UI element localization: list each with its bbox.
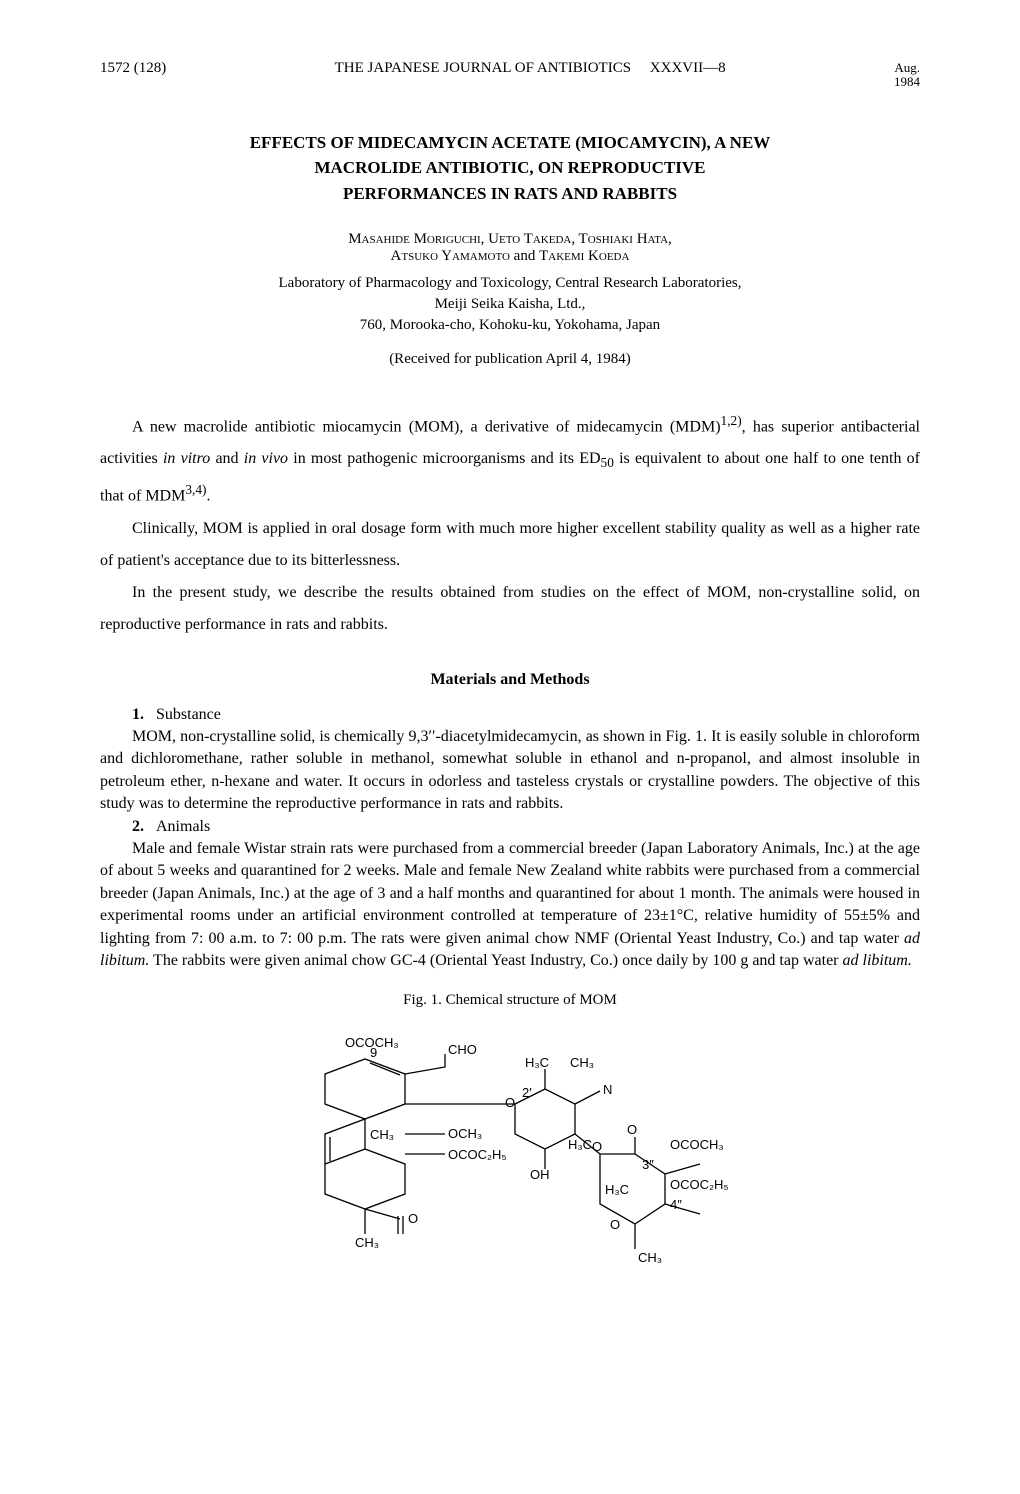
svg-text:OH: OH <box>530 1167 550 1182</box>
svg-text:O: O <box>408 1211 418 1226</box>
paragraph-2: Clinically, MOM is applied in oral dosag… <box>100 513 920 577</box>
subsection-2-body: Male and female Wistar strain rats were … <box>100 838 920 972</box>
subsection-2-title: Animals <box>156 818 210 835</box>
svg-text:4″: 4″ <box>670 1197 682 1212</box>
year: 1984 <box>894 74 920 89</box>
journal-name: THE JAPANESE JOURNAL OF ANTIBIOTICS <box>335 60 631 76</box>
authors: Masahide Moriguchi, Ueto Takeda, Toshiak… <box>100 231 920 265</box>
subsection-2-label: 2. <box>132 818 144 835</box>
p1-sup1: 1,2) <box>721 413 742 428</box>
running-header: 1572 (128) THE JAPANESE JOURNAL OF ANTIB… <box>100 60 920 90</box>
svg-text:OCH₃: OCH₃ <box>448 1126 482 1141</box>
author-line-2a: Atsuko Yamamoto <box>391 248 510 264</box>
p1-sup2: 3,4) <box>185 482 206 497</box>
article-title: EFFECTS OF MIDECAMYCIN ACETATE (MIOCAMYC… <box>100 130 920 207</box>
s2-a: Male and female Wistar strain rats were … <box>100 840 920 947</box>
subsection-1-label: 1. <box>132 706 144 723</box>
author-line-1: Masahide Moriguchi, Ueto Takeda, Toshiak… <box>348 231 672 247</box>
svg-text:H₃C: H₃C <box>568 1137 592 1152</box>
affiliation: Laboratory of Pharmacology and Toxicolog… <box>100 273 920 336</box>
svg-text:H₃C: H₃C <box>605 1182 629 1197</box>
s2-it2: ad libitum. <box>843 952 912 969</box>
svg-text:O: O <box>505 1095 515 1110</box>
p1-f: . <box>206 488 210 505</box>
month: Aug. <box>894 60 920 75</box>
affiliation-line-3: 760, Morooka-cho, Kohoku-ku, Yokohama, J… <box>100 315 920 336</box>
affiliation-line-2: Meiji Seika Kaisha, Ltd., <box>100 294 920 315</box>
figure-1-caption: Fig. 1. Chemical structure of MOM <box>100 992 920 1009</box>
svg-text:CH₃: CH₃ <box>638 1250 662 1265</box>
svg-text:H₃C: H₃C <box>525 1055 549 1070</box>
received-date: (Received for publication April 4, 1984) <box>100 351 920 368</box>
p1-a: A new macrolide antibiotic miocamycin (M… <box>132 418 721 435</box>
subsection-1-body: MOM, non-crystalline solid, is chemicall… <box>100 726 920 816</box>
subsection-1-header: 1. Substance <box>100 704 920 726</box>
svg-text:O: O <box>610 1217 620 1232</box>
svg-text:N: N <box>603 1082 612 1097</box>
intro-text: A new macrolide antibiotic miocamycin (M… <box>100 408 920 641</box>
svg-text:CHO: CHO <box>448 1042 477 1057</box>
p1-d: in most pathogenic microorganisms and it… <box>288 450 601 467</box>
p1-it1: in vitro <box>163 450 210 467</box>
issue-number: XXXVII—8 <box>650 60 726 76</box>
chemical-structure-svg: OCOCH₃9CHOCH₃OCH₃OCOC₂H₅OCH₃O2′H₃CCH₃NOH… <box>270 1019 750 1299</box>
svg-text:OCOCH₃: OCOCH₃ <box>670 1137 724 1152</box>
s2-b: The rabbits were given animal chow GC-4 … <box>149 952 842 969</box>
paragraph-3: In the present study, we describe the re… <box>100 577 920 641</box>
paragraph-1: A new macrolide antibiotic miocamycin (M… <box>100 408 920 513</box>
svg-text:CH₃: CH₃ <box>355 1235 379 1250</box>
section-heading-materials: Materials and Methods <box>100 671 920 689</box>
p1-sub1: 50 <box>601 456 614 471</box>
svg-text:O: O <box>627 1122 637 1137</box>
title-line-2: MACROLIDE ANTIBIOTIC, ON REPRODUCTIVE <box>100 155 920 181</box>
subsection-1-title: Substance <box>156 706 221 723</box>
title-line-1: EFFECTS OF MIDECAMYCIN ACETATE (MIOCAMYC… <box>100 130 920 156</box>
author-and: and <box>510 248 539 264</box>
svg-text:CH₃: CH₃ <box>370 1127 394 1142</box>
svg-text:2′: 2′ <box>522 1085 532 1100</box>
svg-text:3″: 3″ <box>642 1157 654 1172</box>
p1-c: and <box>210 450 244 467</box>
page-number: 1572 (128) <box>100 60 166 77</box>
affiliation-line-1: Laboratory of Pharmacology and Toxicolog… <box>100 273 920 294</box>
svg-text:OCOC₂H₅: OCOC₂H₅ <box>670 1177 729 1192</box>
date-block: Aug. 1984 <box>894 61 920 90</box>
p1-it2: in vivo <box>244 450 288 467</box>
svg-text:OCOC₂H₅: OCOC₂H₅ <box>448 1147 507 1162</box>
svg-text:O: O <box>592 1139 602 1154</box>
figure-1: OCOCH₃9CHOCH₃OCH₃OCOC₂H₅OCH₃O2′H₃CCH₃NOH… <box>100 1019 920 1304</box>
svg-text:9: 9 <box>370 1045 377 1060</box>
author-line-2b: Takemi Koeda <box>539 248 629 264</box>
svg-text:CH₃: CH₃ <box>570 1055 594 1070</box>
journal-title: THE JAPANESE JOURNAL OF ANTIBIOTICS XXXV… <box>166 60 894 77</box>
title-line-3: PERFORMANCES IN RATS AND RABBITS <box>100 181 920 207</box>
subsection-2-header: 2. Animals <box>100 816 920 838</box>
